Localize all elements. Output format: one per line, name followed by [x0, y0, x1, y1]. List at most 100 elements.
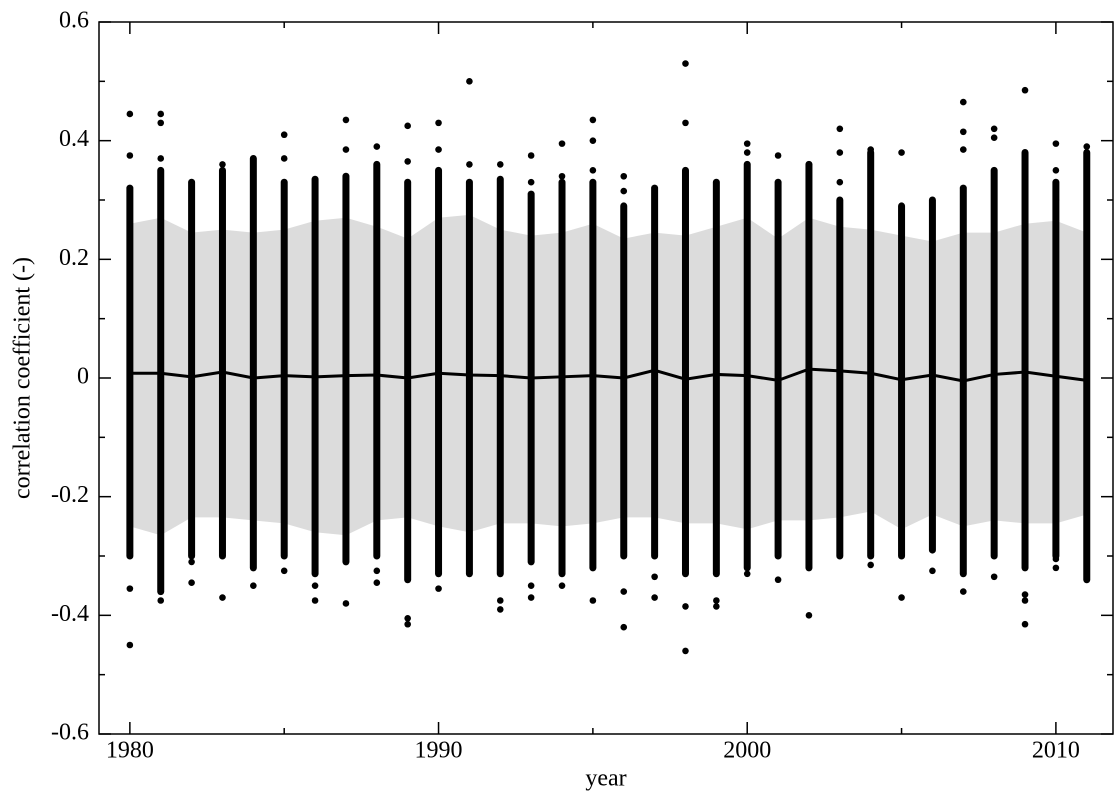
y-axis-label: correlation coefficient (-): [10, 257, 36, 499]
point: [404, 158, 411, 165]
point: [126, 110, 134, 118]
point: [1021, 597, 1029, 604]
point: [589, 137, 597, 144]
point: [990, 573, 998, 581]
point: [959, 588, 967, 595]
y-tick-label: -0.2: [51, 482, 89, 508]
point: [620, 623, 628, 631]
point: [496, 597, 504, 604]
point: [1021, 86, 1029, 94]
point: [589, 167, 597, 174]
point: [527, 582, 535, 589]
y-tick-label: -0.4: [51, 601, 89, 627]
point: [682, 603, 689, 610]
point: [527, 594, 535, 601]
point: [373, 143, 381, 150]
point: [959, 98, 967, 106]
x-axis-label: year: [585, 766, 626, 792]
point: [990, 134, 998, 141]
point: [959, 146, 967, 153]
point: [558, 582, 566, 589]
point: [404, 122, 411, 130]
point: [620, 172, 628, 180]
point: [126, 641, 134, 649]
point: [1021, 591, 1029, 598]
point: [836, 178, 844, 186]
y-tick-label: 0.2: [59, 245, 89, 271]
point: [682, 119, 689, 127]
point: [743, 570, 751, 578]
point: [157, 155, 165, 162]
point: [435, 585, 442, 592]
point: [157, 119, 165, 127]
point: [435, 119, 442, 127]
point: [311, 597, 319, 604]
point: [805, 161, 813, 168]
y-tick-label: 0.6: [59, 8, 89, 34]
point: [219, 594, 226, 601]
point: [126, 152, 134, 159]
point: [157, 597, 165, 604]
x-tick-label: 2000: [723, 738, 771, 764]
point: [589, 597, 597, 604]
point: [836, 125, 844, 133]
point: [373, 579, 381, 586]
point: [1052, 196, 1060, 204]
point: [466, 161, 473, 168]
point: [774, 576, 782, 584]
spread-band: [129, 214, 1087, 536]
point: [929, 567, 936, 575]
point: [620, 588, 628, 595]
point: [280, 131, 288, 139]
point: [805, 612, 813, 619]
point: [126, 585, 134, 592]
point: [527, 178, 535, 186]
point: [188, 579, 195, 586]
point: [280, 567, 288, 575]
point: [682, 647, 689, 655]
point: [1021, 620, 1029, 628]
point: [558, 172, 566, 180]
point: [620, 187, 628, 195]
x-tick-label: 1990: [415, 738, 463, 764]
point: [898, 594, 905, 601]
point: [651, 573, 658, 581]
point: [219, 161, 226, 168]
point: [496, 161, 504, 168]
point: [713, 597, 720, 604]
point: [743, 140, 751, 147]
point: [836, 149, 844, 156]
x-tick-label: 1980: [106, 738, 154, 764]
point: [466, 78, 473, 85]
point: [496, 606, 504, 613]
point: [867, 146, 874, 153]
point: [280, 155, 288, 162]
point: [404, 615, 411, 622]
point: [342, 116, 350, 124]
point: [404, 620, 411, 628]
point: [311, 582, 319, 589]
point: [682, 60, 689, 67]
y-tick-label: -0.6: [51, 720, 89, 746]
point: [743, 149, 751, 156]
point: [1052, 167, 1060, 174]
point: [898, 149, 905, 156]
point: [342, 146, 350, 153]
point: [373, 567, 381, 575]
point: [558, 140, 566, 147]
point: [250, 582, 257, 589]
point: [959, 128, 967, 136]
point: [435, 146, 442, 153]
x-tick-label: 2010: [1032, 738, 1080, 764]
point: [1052, 555, 1060, 563]
point: [651, 594, 658, 601]
mean-line: [129, 367, 1087, 383]
point: [157, 110, 165, 118]
point: [1052, 140, 1060, 147]
point: [589, 116, 597, 124]
point: [1083, 143, 1091, 150]
point: [342, 600, 350, 607]
y-tick-label: 0: [77, 364, 89, 390]
